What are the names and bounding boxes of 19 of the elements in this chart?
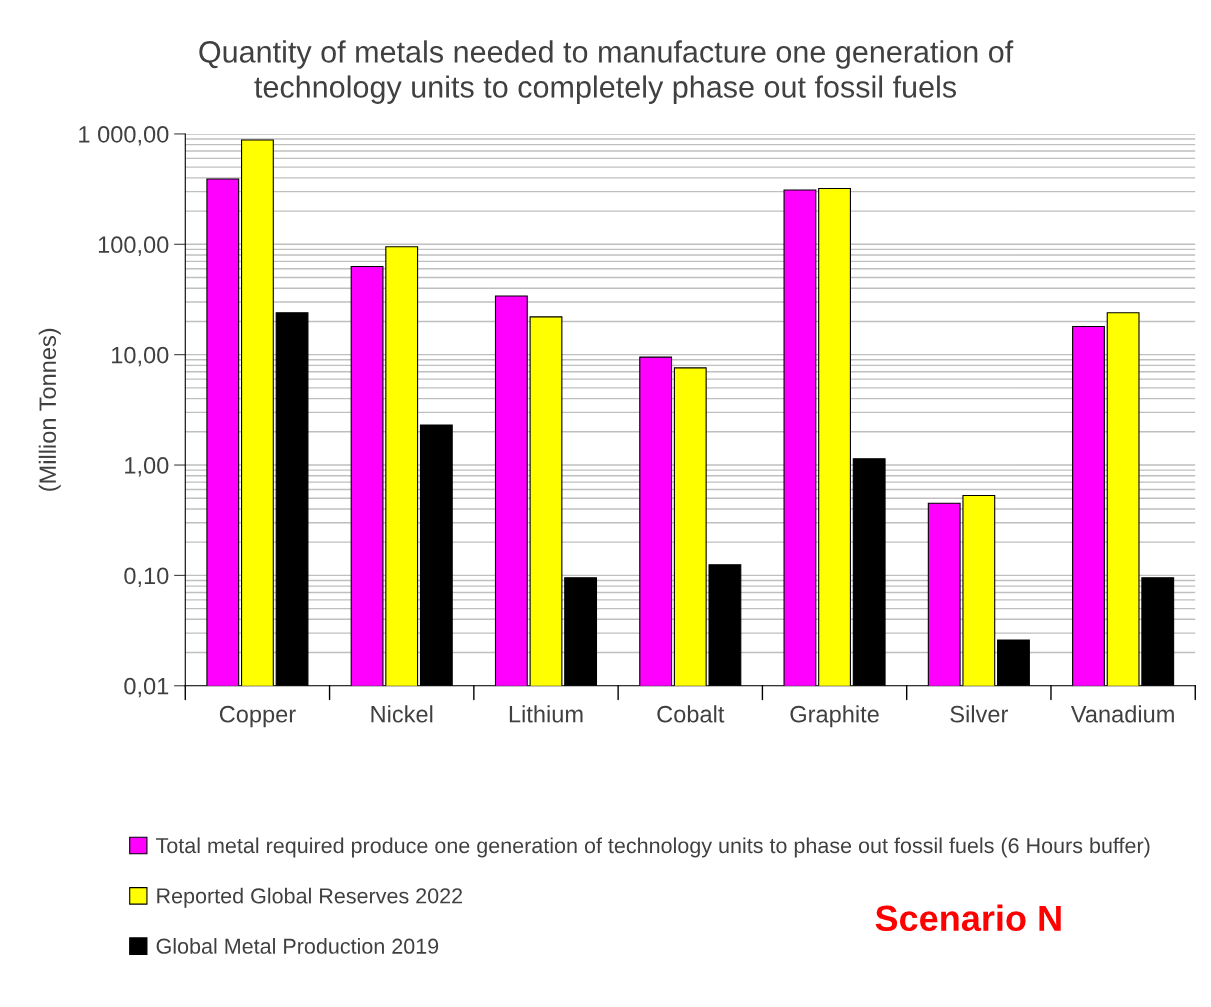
y-tick-label: 100,00 — [98, 236, 169, 256]
x-tick-label: Silver — [950, 705, 1008, 723]
x-tick-label: Cobalt — [657, 705, 725, 723]
y-tick-label: 10,00 — [112, 346, 169, 367]
legend-label: Global Metal Production 2019 — [156, 938, 439, 954]
text: Scenario N — [875, 904, 1061, 932]
legend-label: Reported Global Reserves 2022 — [157, 887, 463, 908]
x-tick-label: Graphite — [790, 705, 879, 728]
y-axis-title: (Million Tonnes) — [38, 328, 61, 491]
chart-title: Quantity of metals needed to manufacture one generation of technology units to completely phase out fossil fuels — [199, 40, 1014, 104]
x-tick-label: Copper — [219, 705, 296, 728]
x-tick-label: Lithium — [509, 705, 583, 723]
y-tick-label: 0,10 — [124, 567, 169, 587]
x-tick-label: Vanadium — [1070, 705, 1174, 723]
y-tick-label: 1,00 — [125, 457, 169, 477]
legend-label: Total metal required produce one generation of technology units to phase out fossil fuels (6 Hours buffer) — [156, 837, 1150, 858]
x-tick-label: Nickel — [371, 705, 433, 723]
y-tick-label: 1 000,00 — [79, 126, 169, 146]
y-tick-label: 0,01 — [124, 677, 169, 698]
